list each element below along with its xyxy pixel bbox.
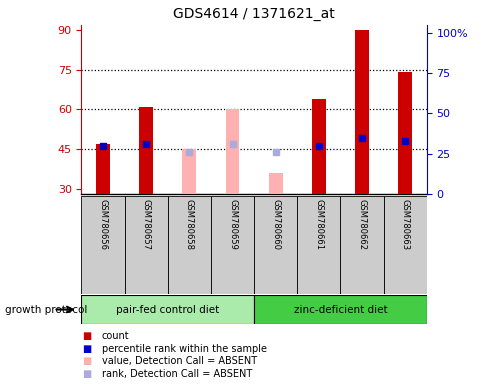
Text: GSM780658: GSM780658 — [184, 199, 194, 250]
Bar — [139, 107, 153, 194]
Text: ■: ■ — [82, 344, 91, 354]
Text: ■: ■ — [82, 356, 91, 366]
Text: GSM780662: GSM780662 — [357, 199, 366, 250]
Text: zinc-deficient diet: zinc-deficient diet — [293, 305, 387, 314]
Text: GSM780656: GSM780656 — [98, 199, 107, 250]
Text: GSM780660: GSM780660 — [271, 199, 280, 250]
Bar — [354, 30, 368, 194]
Text: pair-fed control diet: pair-fed control diet — [116, 305, 219, 314]
Text: growth protocol: growth protocol — [5, 305, 87, 314]
Text: GSM780657: GSM780657 — [141, 199, 151, 250]
Bar — [254, 196, 297, 294]
Bar — [124, 196, 167, 294]
Text: value, Detection Call = ABSENT: value, Detection Call = ABSENT — [102, 356, 257, 366]
Bar — [96, 144, 110, 194]
Bar — [182, 149, 196, 194]
Text: GSM780661: GSM780661 — [314, 199, 323, 250]
Text: GSM780663: GSM780663 — [400, 199, 409, 250]
Title: GDS4614 / 1371621_at: GDS4614 / 1371621_at — [173, 7, 334, 21]
Text: ■: ■ — [82, 331, 91, 341]
Text: ■: ■ — [82, 369, 91, 379]
Text: percentile rank within the sample: percentile rank within the sample — [102, 344, 266, 354]
Bar — [81, 295, 254, 324]
Bar — [167, 196, 211, 294]
Text: count: count — [102, 331, 129, 341]
Bar — [254, 295, 426, 324]
Bar — [383, 196, 426, 294]
Bar — [211, 196, 254, 294]
Text: rank, Detection Call = ABSENT: rank, Detection Call = ABSENT — [102, 369, 252, 379]
Bar — [268, 173, 282, 194]
Bar — [340, 196, 383, 294]
Bar — [225, 109, 239, 194]
Text: GSM780659: GSM780659 — [227, 199, 237, 250]
Bar — [297, 196, 340, 294]
Bar — [311, 99, 325, 194]
Bar — [397, 73, 411, 194]
Bar — [81, 196, 124, 294]
